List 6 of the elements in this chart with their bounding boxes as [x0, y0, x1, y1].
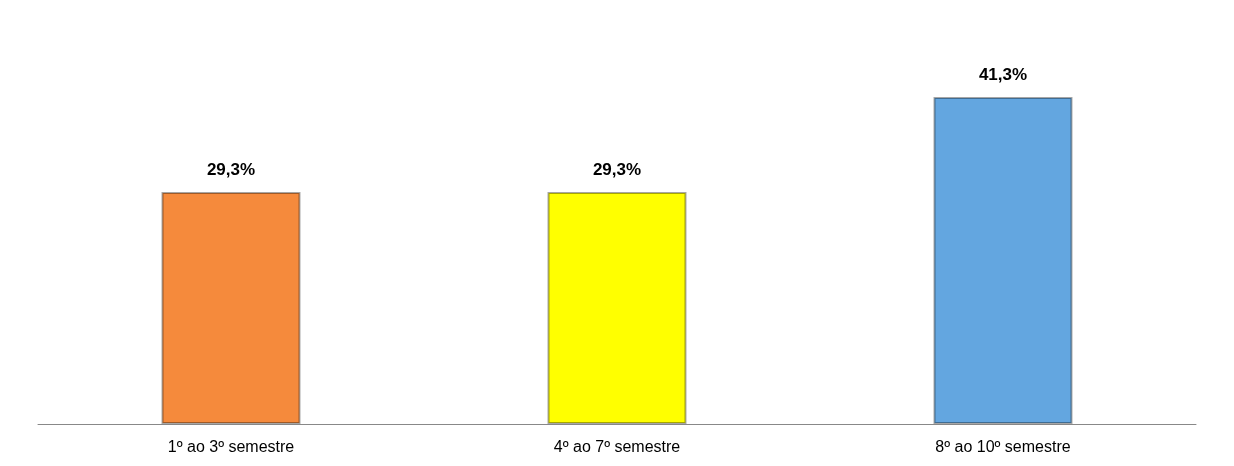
data-label: 29,3% — [206, 159, 256, 179]
x-tick-label: 4º ao 7º semestre — [553, 437, 681, 455]
data-label: 41,3% — [978, 64, 1028, 84]
x-tick-label: 8º ao 10º semestre — [935, 437, 1071, 455]
x-tick-label: 1º ao 3º semestre — [167, 437, 295, 455]
data-label: 29,3% — [592, 159, 642, 179]
